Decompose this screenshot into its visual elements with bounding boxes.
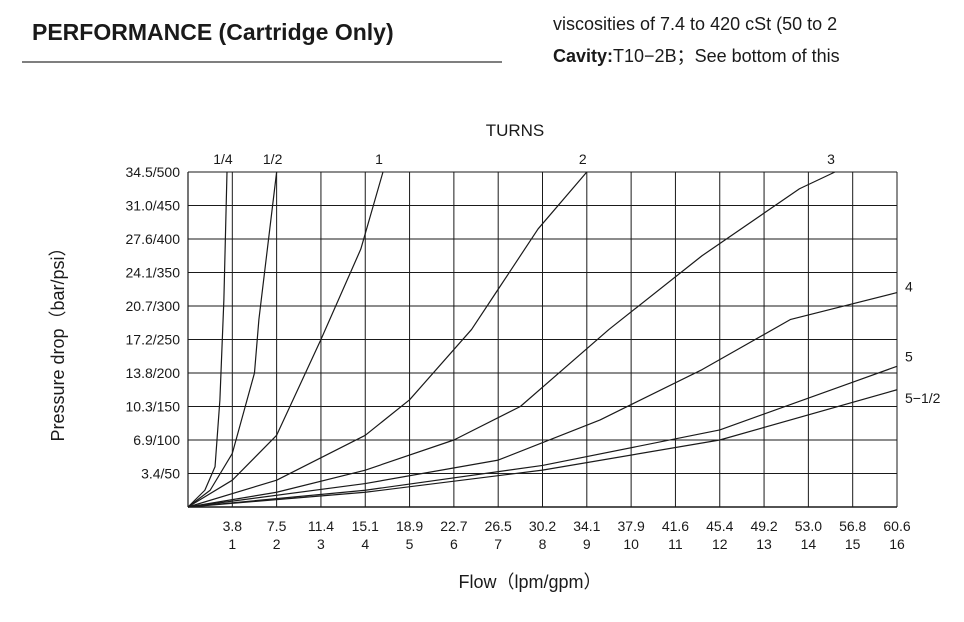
- x-tick-label: 60.6: [883, 518, 910, 534]
- x2-tick-label: 9: [583, 536, 591, 552]
- y-tick-label: 3.4/50: [141, 466, 180, 482]
- cavity-line: Cavity:T10−2B；See bottom of this: [553, 46, 840, 66]
- x-tick-label: 26.5: [485, 518, 512, 534]
- cavity-label: Cavity:: [553, 46, 613, 66]
- x2-tick-label: 15: [845, 536, 861, 552]
- cavity-text: T10−2B；See bottom of this: [613, 46, 840, 66]
- y-axis-label: Pressure drop（bar/psi）: [48, 238, 68, 441]
- series-line: [187, 171, 384, 508]
- spec-line: viscosities of 7.4 to 420 cSt (50 to 2: [553, 14, 837, 34]
- x2-tick-label: 14: [801, 536, 817, 552]
- x-tick-label: 56.8: [839, 518, 866, 534]
- curve-label: 1: [375, 151, 383, 167]
- x2-tick-label: 5: [406, 536, 414, 552]
- y-tick-label: 24.1/350: [126, 265, 181, 281]
- x2-tick-label: 7: [494, 536, 502, 552]
- x-tick-label: 45.4: [706, 518, 733, 534]
- series-line: [187, 292, 898, 508]
- x2-tick-label: 2: [273, 536, 281, 552]
- x2-tick-label: 12: [712, 536, 728, 552]
- y-tick-label: 31.0/450: [126, 198, 181, 214]
- x-tick-label: 11.4: [308, 518, 334, 534]
- y-tick-label: 34.5/500: [126, 164, 181, 180]
- x2-tick-label: 4: [361, 536, 369, 552]
- y-tick-label: 6.9/100: [133, 432, 180, 448]
- series-line: [187, 171, 228, 508]
- x-tick-label: 22.7: [440, 518, 467, 534]
- x2-tick-label: 10: [623, 536, 639, 552]
- x-tick-label: 3.8: [223, 518, 243, 534]
- x-tick-label: 49.2: [750, 518, 777, 534]
- curve-label: 1/4: [213, 151, 233, 167]
- x-tick-label: 30.2: [529, 518, 556, 534]
- y-tick-label: 10.3/150: [126, 399, 181, 415]
- x2-tick-label: 3: [317, 536, 325, 552]
- curve-label: 4: [905, 279, 913, 295]
- curve-label: 1/2: [263, 151, 283, 167]
- x2-tick-label: 8: [539, 536, 547, 552]
- series-line: [187, 389, 898, 508]
- y-tick-label: 13.8/200: [126, 365, 181, 381]
- x-tick-label: 7.5: [267, 518, 287, 534]
- x-tick-label: 37.9: [618, 518, 645, 534]
- y-tick-label: 17.2/250: [126, 332, 181, 348]
- x-tick-label: 18.9: [396, 518, 423, 534]
- x-axis-label: Flow（lpm/gpm）: [458, 572, 601, 592]
- x-tick-label: 53.0: [795, 518, 822, 534]
- x-tick-label: 15.1: [352, 518, 379, 534]
- x2-tick-label: 16: [889, 536, 905, 552]
- series-line: [187, 171, 588, 508]
- x2-tick-label: 6: [450, 536, 458, 552]
- curve-label: 5: [905, 348, 913, 364]
- x2-tick-label: 11: [668, 536, 683, 552]
- curve-label: 2: [579, 151, 587, 167]
- series-line: [187, 365, 898, 508]
- x-tick-label: 34.1: [573, 518, 600, 534]
- y-tick-label: 20.7/300: [126, 298, 181, 314]
- curve-label: 5−1/2: [905, 390, 941, 406]
- y-tick-label: 27.6/400: [126, 231, 181, 247]
- series-line: [187, 171, 278, 508]
- x-tick-label: 41.6: [662, 518, 689, 534]
- chart-title: TURNS: [486, 121, 545, 140]
- section-title: PERFORMANCE (Cartridge Only): [32, 19, 394, 45]
- x2-tick-label: 1: [228, 536, 236, 552]
- curve-label: 3: [827, 151, 835, 167]
- x2-tick-label: 13: [756, 536, 772, 552]
- series-line: [187, 171, 836, 508]
